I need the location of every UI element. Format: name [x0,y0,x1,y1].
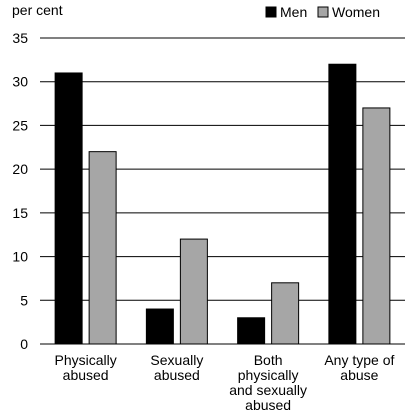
y-tick-label: 5 [20,292,28,308]
legend-swatch-women [317,6,329,18]
bar-men [54,72,83,345]
bar-women [271,282,300,345]
x-category-label: Any type of [324,352,394,368]
y-axis-unit-label: per cent [12,2,63,18]
x-category-label: and sexually [229,382,307,398]
bar-women [179,238,208,345]
x-category-label: abuse [340,367,378,383]
x-category-label: abused [63,367,109,383]
bar-men [328,63,357,345]
legend: Men Women [265,4,380,20]
y-axis-ticks: 0 5 10 15 20 25 30 35 [12,30,28,352]
bar-women [362,107,391,345]
y-tick-label: 25 [12,117,28,133]
bar-men [237,317,266,345]
y-tick-label: 20 [12,161,28,177]
x-category-label: Sexually [150,352,203,368]
y-tick-label: 15 [12,205,28,221]
legend-label-men: Men [280,4,307,20]
x-category-label: Both [254,352,283,368]
x-category-label: abused [154,367,200,383]
x-axis-labels: PhysicallyabusedSexuallyabusedBothphysic… [55,352,395,413]
bar-women [88,151,117,345]
bar-men [145,308,174,345]
x-category-label: abused [245,397,291,413]
y-tick-label: 30 [12,74,28,90]
y-tick-label: 10 [12,249,28,265]
x-category-label: physically [238,367,299,383]
legend-swatch-men [265,6,277,18]
x-category-label: Physically [55,352,117,368]
y-tick-label: 0 [20,336,28,352]
y-tick-label: 35 [12,30,28,46]
legend-label-women: Women [332,4,380,20]
bars [54,63,391,345]
